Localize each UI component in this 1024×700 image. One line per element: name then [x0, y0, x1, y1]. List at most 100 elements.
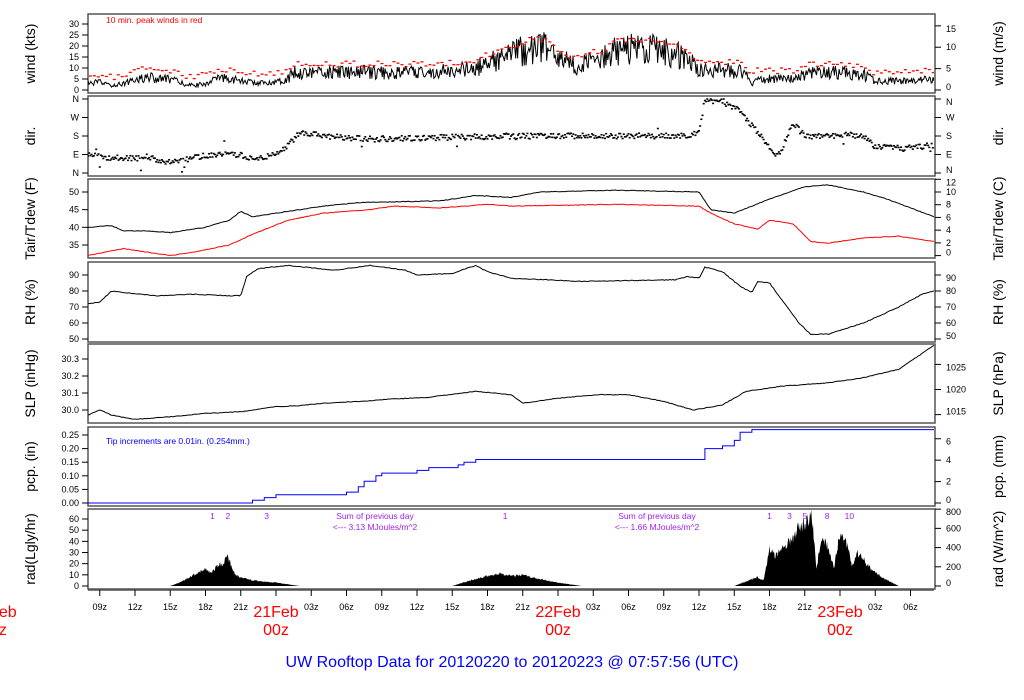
direction-point [636, 136, 639, 138]
x-tick-label: 15z [163, 602, 178, 612]
direction-point [112, 158, 115, 160]
y-tick-label-right: 4 [946, 225, 951, 235]
direction-point [423, 134, 426, 137]
direction-point [384, 138, 387, 141]
direction-point [605, 132, 608, 135]
direction-point [659, 136, 662, 139]
direction-point [273, 154, 276, 157]
direction-point [508, 138, 511, 140]
direction-point [351, 136, 354, 139]
direction-point [233, 152, 236, 154]
direction-point [255, 157, 258, 160]
y-tick-label-left: 35 [69, 240, 79, 250]
direction-point [249, 155, 252, 157]
y-tick-label-right: 1020 [946, 384, 966, 394]
y-tick-label-left: 70 [69, 302, 79, 312]
direction-point [822, 134, 825, 137]
date-time-label: 00z [0, 622, 7, 639]
direction-point [527, 137, 530, 140]
direction-point [213, 153, 216, 156]
direction-point [460, 133, 463, 136]
x-tick-label: 21z [797, 602, 812, 612]
direction-point [635, 133, 638, 135]
direction-point [921, 148, 924, 150]
direction-point [367, 137, 370, 140]
annotation-text: 10 min. peak winds in red [106, 15, 203, 25]
direction-point [928, 146, 931, 149]
direction-point [302, 130, 305, 132]
direction-point [835, 134, 838, 137]
direction-point [719, 99, 722, 102]
direction-point [842, 143, 845, 145]
direction-point [280, 150, 283, 152]
direction-point [202, 152, 205, 155]
direction-point [783, 139, 786, 141]
direction-point [676, 133, 679, 136]
y-tick-label-left: 0.25 [61, 430, 79, 440]
direction-point [485, 135, 488, 138]
direction-point [444, 136, 447, 139]
direction-point [504, 133, 507, 135]
direction-point [340, 136, 343, 138]
direction-point [541, 134, 544, 136]
direction-point [517, 134, 520, 136]
direction-point [585, 134, 588, 137]
direction-point [125, 155, 128, 157]
plot-area [88, 264, 934, 336]
direction-point [495, 137, 498, 139]
direction-point [354, 138, 357, 141]
direction-point [216, 154, 219, 157]
plot-frame [87, 426, 936, 507]
radiation-hour-marker: 1 [503, 511, 508, 521]
direction-point [700, 118, 703, 121]
plot-area [88, 510, 934, 586]
direction-point [675, 136, 678, 138]
direction-point [263, 158, 266, 160]
direction-point [813, 135, 816, 137]
direction-point [868, 140, 871, 142]
direction-point [101, 155, 104, 157]
direction-point [753, 126, 756, 129]
direction-point [164, 163, 167, 165]
y-tick-label-left: W [71, 113, 80, 123]
direction-point [491, 138, 494, 140]
direction-point [844, 131, 847, 134]
direction-point [316, 134, 319, 137]
direction-point [816, 134, 819, 136]
direction-point [612, 137, 615, 139]
direction-point [403, 137, 406, 140]
direction-point [326, 134, 329, 136]
direction-point [594, 135, 597, 137]
direction-point [251, 158, 254, 160]
direction-point [393, 137, 396, 140]
direction-point [235, 156, 238, 158]
direction-point [360, 145, 363, 148]
direction-point [208, 152, 211, 155]
direction-point [611, 134, 614, 137]
direction-point [365, 139, 368, 141]
direction-point [559, 137, 562, 140]
direction-point [416, 135, 418, 138]
direction-point [455, 145, 458, 148]
y-tick-label-right: 0 [946, 578, 951, 588]
y-tick-label-left: 60 [69, 514, 79, 524]
direction-point [914, 145, 917, 148]
direction-point [350, 139, 353, 142]
direction-point [696, 130, 699, 133]
y-tick-label-left: 25 [69, 30, 79, 40]
direction-point [291, 139, 294, 141]
direction-point [884, 145, 887, 147]
direction-point [421, 135, 424, 138]
direction-point [487, 134, 490, 136]
direction-point [792, 124, 794, 126]
direction-point [441, 136, 444, 139]
direction-point [385, 140, 388, 143]
direction-point [349, 137, 352, 139]
direction-point [314, 131, 317, 133]
direction-point [290, 138, 293, 141]
plot-frame [87, 261, 936, 343]
direction-point [905, 146, 908, 148]
x-tick-label: 18z [198, 602, 213, 612]
y-tick-label-right: 2 [946, 477, 951, 487]
y-axis-label-right: rad (W/m^2) [990, 511, 1006, 588]
